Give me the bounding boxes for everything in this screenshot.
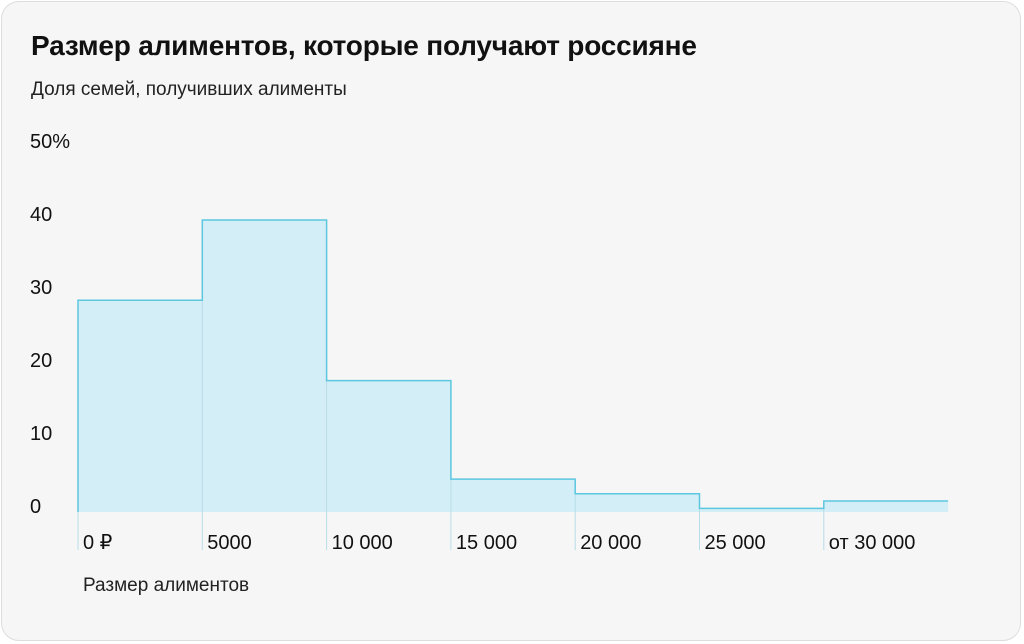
y-tick-label: 40 <box>30 204 52 226</box>
histogram-bar <box>699 508 824 512</box>
x-tick-label: 0 ₽ <box>83 532 113 554</box>
histogram-bar <box>202 220 327 512</box>
x-tick-label: 15 000 <box>456 532 517 554</box>
y-tick-label: 30 <box>30 277 52 299</box>
x-tick-label: 25 000 <box>705 532 766 554</box>
histogram-bar <box>823 501 949 512</box>
x-tick-label: 10 000 <box>332 532 393 554</box>
histogram-bar <box>326 380 451 512</box>
x-axis-label: Размер алиментов <box>83 575 250 596</box>
chart-subtitle: Доля семей, получивших алименты <box>31 79 347 100</box>
y-axis-ticks: 0 10 20 30 40 50% <box>30 131 70 518</box>
chart-title: Размер алиментов, которые получают росси… <box>31 30 697 61</box>
histogram-bar <box>78 300 203 512</box>
x-tick-label: от 30 000 <box>829 532 916 554</box>
histogram-outline <box>77 219 949 512</box>
histogram-bar <box>450 479 576 512</box>
y-tick-label: 20 <box>30 350 52 372</box>
x-axis-ticks: 0 ₽ 5000 10 000 15 000 20 000 25 000 от 30 000 <box>83 532 915 554</box>
x-tick-label: 5000 <box>207 532 252 554</box>
bars-layer <box>78 220 949 512</box>
x-tick-label: 20 000 <box>580 532 641 554</box>
y-tick-label: 10 <box>30 423 52 445</box>
y-tick-label: 50% <box>30 131 70 153</box>
histogram-bar <box>575 493 700 512</box>
y-tick-label: 0 <box>30 496 41 518</box>
